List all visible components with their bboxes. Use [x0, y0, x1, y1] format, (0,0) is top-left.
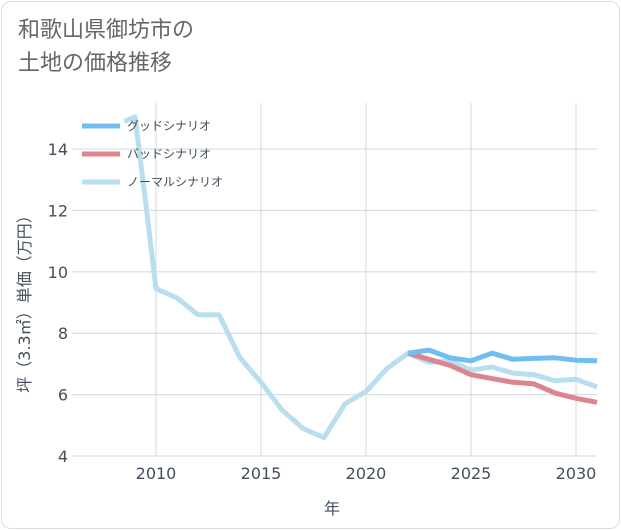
y-tick-label: 12: [48, 201, 68, 220]
x-tick-label: 2020: [346, 464, 387, 483]
series-line-normal: [123, 114, 598, 441]
y-tick-label: 14: [48, 140, 68, 159]
y-tick-label: 10: [48, 263, 68, 282]
chart-title-line-1: 和歌山県御坊市の: [18, 18, 195, 43]
x-tick-label: 2030: [556, 464, 597, 483]
tick-labels: 4 6 8 10 12 14 2010 2015 2020 2025 2030: [48, 140, 597, 483]
y-axis-title: 坪（3.3㎡）単価（万円）: [15, 207, 34, 392]
x-tick-label: 2010: [136, 464, 177, 483]
chart-title-line-2: 土地の価格推移: [18, 51, 173, 76]
legend-label-good: グッドシナリオ: [127, 119, 211, 133]
x-axis-title: 年: [324, 499, 340, 518]
x-tick-label: 2025: [451, 464, 492, 483]
grid-lines: [72, 103, 597, 457]
plot-area: [72, 103, 597, 456]
y-tick-label: 6: [58, 386, 68, 405]
series-lines: [123, 114, 598, 441]
legend-label-normal: ノーマルシナリオ: [127, 175, 223, 189]
y-tick-label: 4: [58, 447, 68, 466]
series-line-bad: [407, 350, 598, 405]
chart-title: 和歌山県御坊市の 土地の価格推移: [18, 14, 194, 80]
y-tick-label: 8: [58, 324, 68, 343]
x-tick-label: 2015: [241, 464, 282, 483]
legend-label-bad: バッドシナリオ: [127, 147, 211, 161]
series-line-good: [407, 347, 598, 364]
